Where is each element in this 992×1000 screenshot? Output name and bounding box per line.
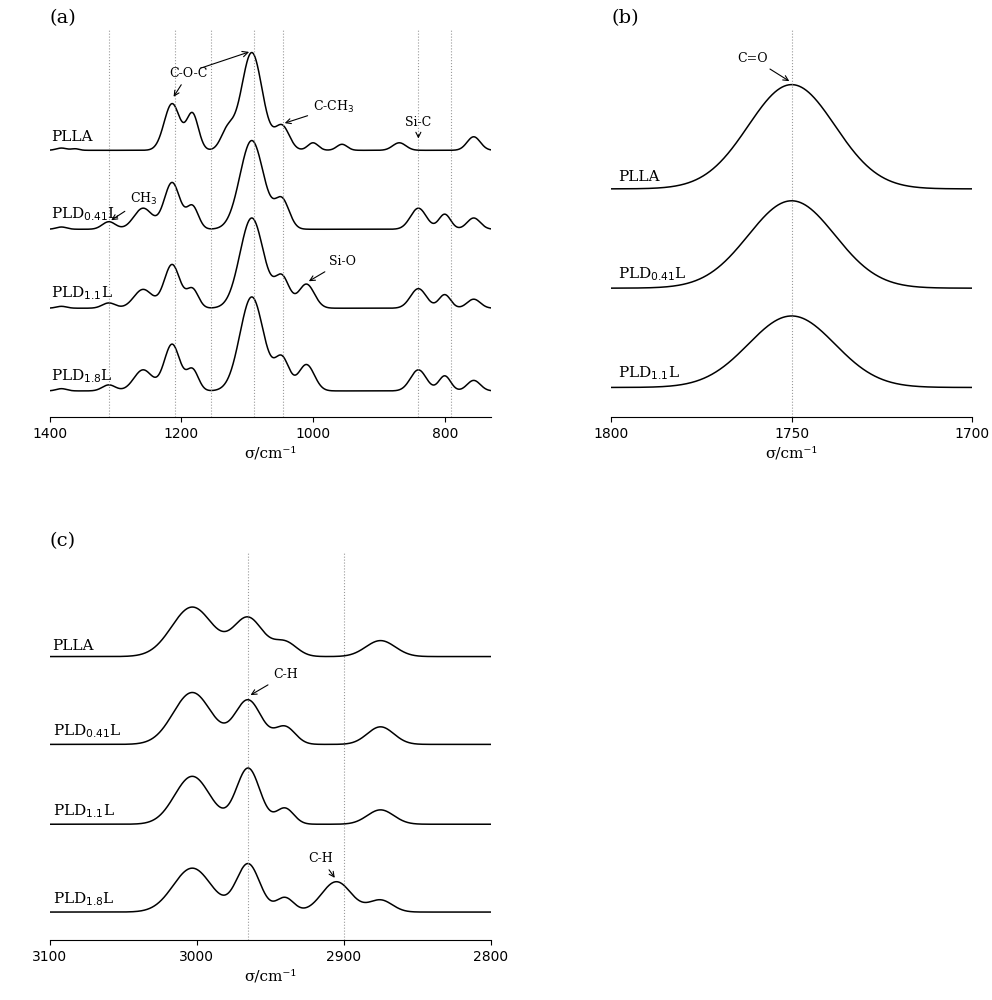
Text: PLD$_{0.41}$L: PLD$_{0.41}$L [618, 265, 687, 283]
Text: PLD$_{1.1}$L: PLD$_{1.1}$L [53, 803, 114, 820]
Text: PLD$_{0.41}$L: PLD$_{0.41}$L [51, 206, 120, 223]
Text: PLD$_{1.1}$L: PLD$_{1.1}$L [618, 365, 681, 382]
Text: PLLA: PLLA [53, 639, 94, 653]
Text: C-H: C-H [252, 668, 298, 694]
Text: PLD$_{0.41}$L: PLD$_{0.41}$L [53, 723, 121, 740]
Text: (b): (b) [611, 9, 639, 27]
Text: (c): (c) [50, 532, 75, 550]
Text: PLD$_{1.8}$L: PLD$_{1.8}$L [51, 367, 113, 385]
Text: Si-O: Si-O [310, 255, 356, 281]
X-axis label: σ/cm⁻¹: σ/cm⁻¹ [766, 447, 818, 461]
X-axis label: σ/cm⁻¹: σ/cm⁻¹ [244, 969, 297, 983]
Text: (a): (a) [50, 9, 76, 27]
Text: Si-C: Si-C [405, 116, 432, 137]
Text: PLD$_{1.8}$L: PLD$_{1.8}$L [53, 890, 114, 908]
Text: C-O-C: C-O-C [170, 67, 208, 96]
Text: C-CH$_3$: C-CH$_3$ [286, 99, 354, 124]
Text: PLLA: PLLA [618, 170, 660, 184]
Text: PLD$_{1.1}$L: PLD$_{1.1}$L [51, 284, 113, 302]
Text: C-H: C-H [309, 852, 334, 877]
Text: CH$_3$: CH$_3$ [112, 191, 158, 220]
Text: C=O: C=O [737, 52, 789, 80]
Text: PLLA: PLLA [51, 130, 92, 144]
X-axis label: σ/cm⁻¹: σ/cm⁻¹ [244, 447, 297, 461]
